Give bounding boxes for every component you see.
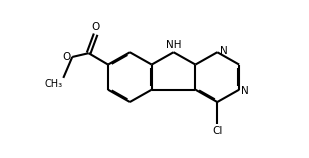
Text: NH: NH xyxy=(166,40,181,50)
Text: N: N xyxy=(241,86,249,96)
Text: O: O xyxy=(62,52,71,62)
Text: N: N xyxy=(220,46,227,56)
Text: CH₃: CH₃ xyxy=(44,79,62,89)
Text: Cl: Cl xyxy=(212,126,222,136)
Text: O: O xyxy=(91,22,100,32)
